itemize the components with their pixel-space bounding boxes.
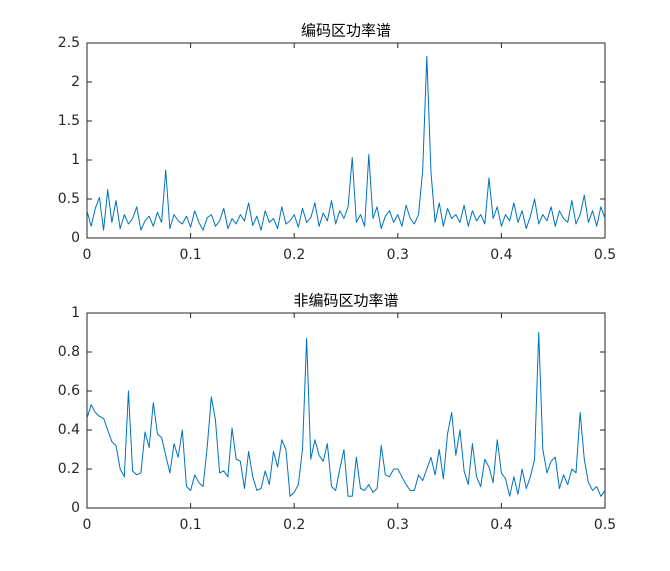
x-tick-label: 0 bbox=[83, 247, 92, 263]
x-tick-label: 0 bbox=[83, 517, 92, 533]
x-tick-label: 0.2 bbox=[283, 247, 305, 263]
x-tick-label: 0.4 bbox=[490, 517, 512, 533]
x-tick-label: 0.5 bbox=[594, 247, 616, 263]
y-tick-label: 2 bbox=[71, 74, 80, 90]
power-spectrum-line bbox=[86, 55, 606, 231]
plot-area bbox=[86, 42, 606, 239]
x-tick-label: 0.2 bbox=[283, 517, 305, 533]
y-tick-label: 0.6 bbox=[58, 383, 80, 399]
y-tick-label: 2.5 bbox=[58, 35, 80, 51]
y-tick-label: 1.5 bbox=[58, 113, 80, 129]
y-tick-label: 0.8 bbox=[58, 344, 80, 360]
x-tick-label: 0.1 bbox=[179, 247, 201, 263]
power-spectrum-line bbox=[86, 332, 606, 497]
x-tick-label: 0.5 bbox=[594, 517, 616, 533]
x-tick-label: 0.3 bbox=[387, 517, 409, 533]
y-tick-label: 0 bbox=[71, 230, 80, 246]
x-tick-label: 0.3 bbox=[387, 247, 409, 263]
y-tick-label: 1 bbox=[71, 305, 80, 321]
y-tick-label: 0 bbox=[71, 500, 80, 516]
y-tick-label: 1 bbox=[71, 152, 80, 168]
chart-title: 编码区功率谱 bbox=[301, 22, 391, 40]
y-tick-label: 0.2 bbox=[58, 461, 80, 477]
y-tick-label: 0.5 bbox=[58, 191, 80, 207]
chart-title: 非编码区功率谱 bbox=[293, 292, 398, 310]
plot-area bbox=[86, 312, 606, 509]
x-tick-label: 0.1 bbox=[179, 517, 201, 533]
x-tick-label: 0.4 bbox=[490, 247, 512, 263]
y-tick-label: 0.4 bbox=[58, 422, 80, 438]
